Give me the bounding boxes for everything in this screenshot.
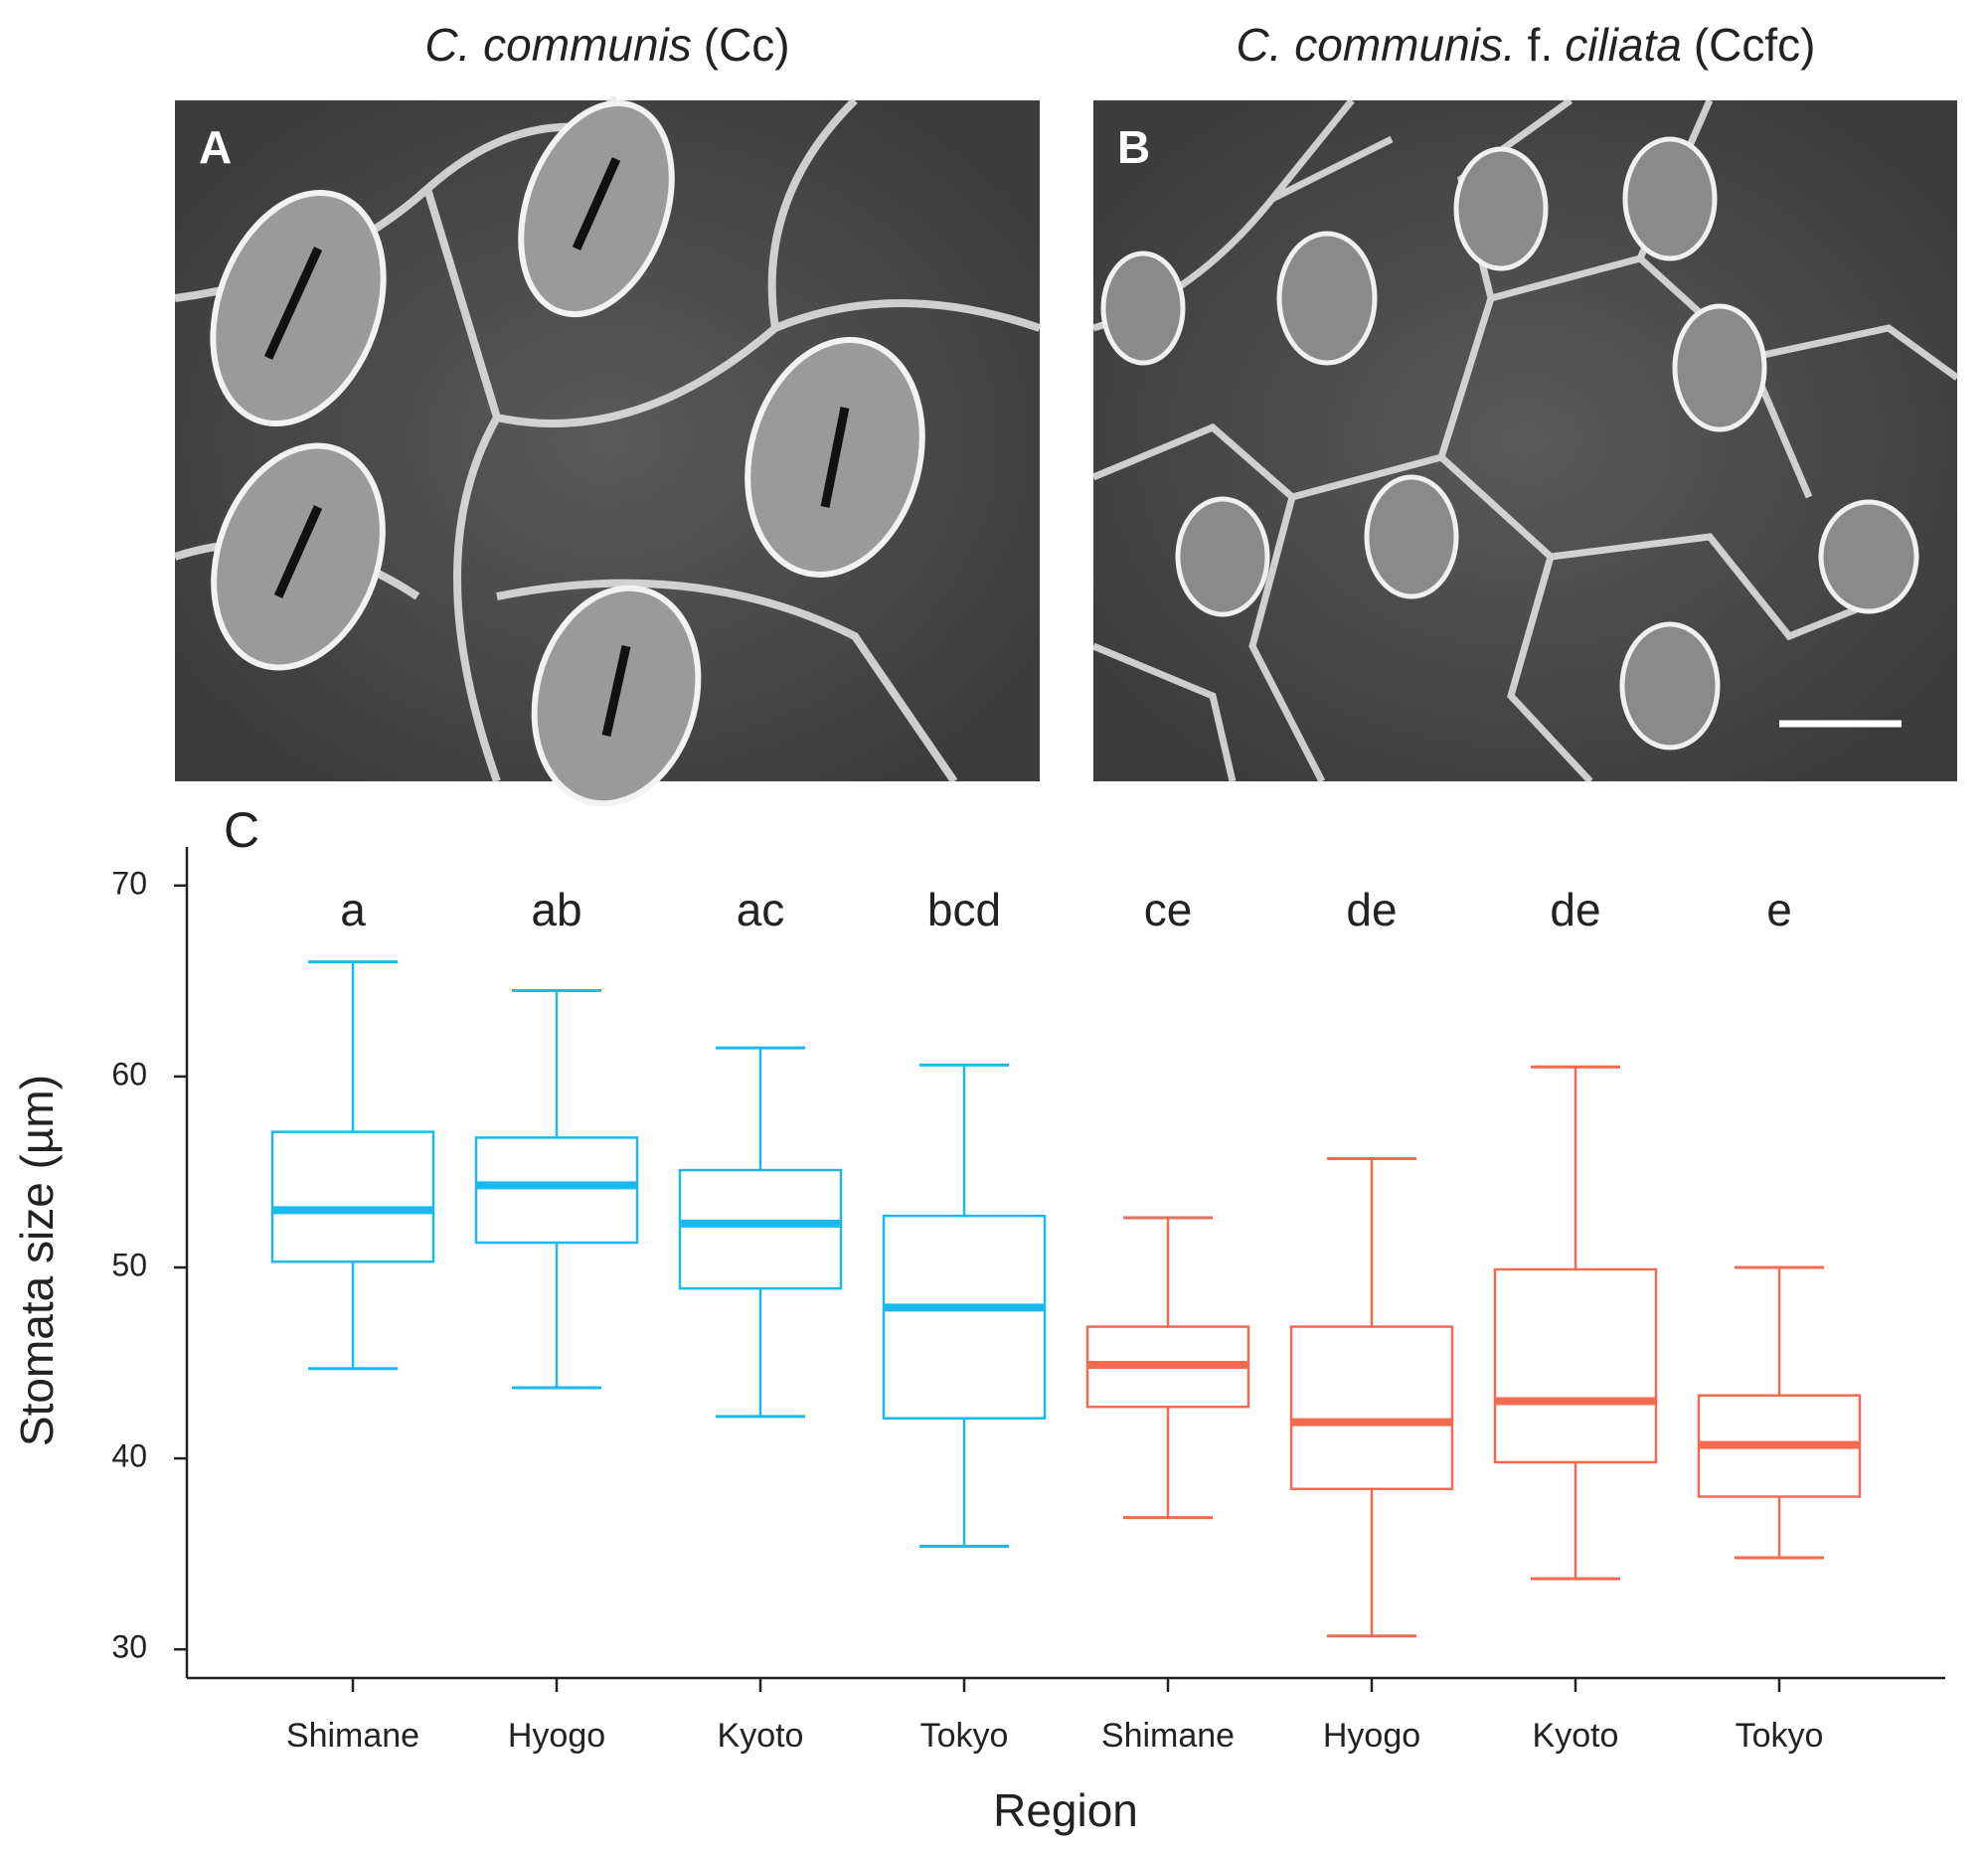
panel-label: B [1117, 121, 1150, 173]
x-tick-label: Hyogo [508, 1717, 605, 1755]
micrograph-b [1091, 97, 1960, 784]
x-tick-label: Kyoto [718, 1717, 804, 1755]
title-part: (Cc) [704, 19, 790, 71]
box [1493, 1267, 1658, 1464]
group-letter: a [340, 884, 366, 935]
group-letter: e [1766, 884, 1792, 935]
box [270, 1130, 435, 1263]
box [678, 1168, 843, 1290]
panel-title: C. communis. f. ciliata (Ccfc) [1237, 19, 1816, 71]
y-tick-label: 40 [111, 1438, 147, 1474]
micrograph-a [173, 96, 1042, 807]
y-tick-label: 30 [111, 1629, 147, 1665]
x-tick-label: Tokyo [920, 1717, 1009, 1755]
group-letter: de [1550, 884, 1600, 935]
title-part: C. communis. [1237, 19, 1516, 71]
y-tick-label: 70 [111, 865, 147, 901]
title-part: ciliata [1565, 19, 1682, 71]
box [882, 1214, 1047, 1421]
y-axis-title: Stomata size (µm) [11, 1075, 63, 1446]
y-tick-label: 60 [111, 1056, 147, 1092]
group-letter: ab [531, 884, 581, 935]
x-tick-label: Shimane [286, 1717, 419, 1755]
title-part: C. communis [424, 19, 691, 71]
title-part: f. [1528, 19, 1554, 71]
x-tick-label: Kyoto [1533, 1717, 1619, 1755]
box [474, 1136, 639, 1245]
group-letter: ce [1144, 884, 1193, 935]
x-axis-title: Region [993, 1784, 1138, 1836]
x-tick-label: Hyogo [1323, 1717, 1420, 1755]
box [1289, 1325, 1454, 1491]
group-letter: de [1346, 884, 1397, 935]
y-tick-label: 50 [111, 1247, 147, 1282]
title-part: (Ccfc) [1694, 19, 1816, 71]
panel-title: C. communis (Cc) [424, 19, 789, 71]
x-tick-label: Shimane [1101, 1717, 1235, 1755]
x-tick-label: Tokyo [1736, 1717, 1824, 1755]
group-letter: ac [737, 884, 785, 935]
panel-label: A [199, 121, 232, 173]
group-letter: bcd [927, 884, 1001, 935]
panel-label: C [224, 802, 259, 858]
